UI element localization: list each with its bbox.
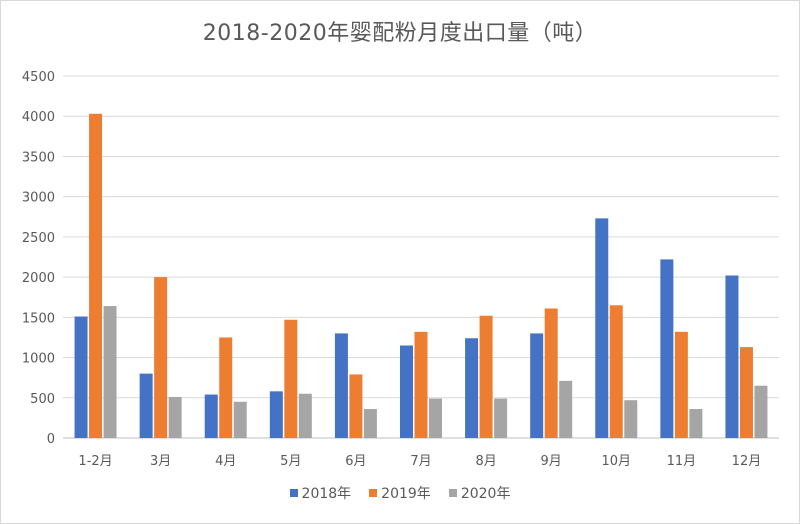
bar-2020年-5月 xyxy=(298,393,312,438)
legend-swatch xyxy=(448,489,457,497)
bar-2020年-3月 xyxy=(168,396,182,438)
x-tick-label: 1-2月 xyxy=(78,454,112,469)
legend-label: 2019年 xyxy=(381,486,431,502)
legend-label: 2018年 xyxy=(301,486,352,502)
bar-2019年-12月 xyxy=(739,347,753,438)
x-tick-label: 6月 xyxy=(345,454,366,469)
y-tick-label: 3000 xyxy=(22,191,55,206)
x-tick-label: 5月 xyxy=(280,454,301,469)
bar-2018年-9月 xyxy=(530,333,544,438)
y-tick-label: 2000 xyxy=(22,271,55,286)
x-tick-label: 8月 xyxy=(475,454,496,469)
bar-2020年-4月 xyxy=(233,401,247,438)
legend-label: 2020年 xyxy=(460,486,511,502)
legend-swatch xyxy=(369,489,378,497)
bar-2018年-10月 xyxy=(595,218,609,438)
bar-2020年-10月 xyxy=(624,400,638,438)
bar-2020年-1-2月 xyxy=(103,306,117,438)
bar-2018年-12月 xyxy=(725,275,739,438)
bar-2018年-6月 xyxy=(334,333,348,438)
bar-2018年-8月 xyxy=(465,338,479,438)
y-tick-label: 1500 xyxy=(22,311,55,326)
y-tick-label: 4500 xyxy=(22,70,55,85)
bar-2019年-9月 xyxy=(544,308,558,438)
legend-item: 2018年 xyxy=(289,483,352,503)
bar-2018年-1-2月 xyxy=(74,316,88,438)
bar-2019年-11月 xyxy=(674,331,688,438)
x-tick-label: 12月 xyxy=(732,454,762,469)
bar-2020年-12月 xyxy=(754,385,768,438)
x-tick-label: 7月 xyxy=(410,454,431,469)
bar-2019年-5月 xyxy=(284,319,298,438)
chart-title: 2018-2020年婴配粉月度出口量（吨） xyxy=(202,21,598,46)
bar-2020年-7月 xyxy=(429,398,442,438)
bar-2018年-7月 xyxy=(400,345,413,438)
bar-2018年-5月 xyxy=(269,391,283,438)
bar-2018年-11月 xyxy=(660,259,674,438)
bar-2019年-10月 xyxy=(609,305,623,438)
x-tick-label: 3月 xyxy=(150,454,171,469)
y-tick-label: 2500 xyxy=(22,231,55,246)
bar-2020年-9月 xyxy=(559,380,573,438)
legend-item: 2020年 xyxy=(448,483,511,503)
y-tick-label: 0 xyxy=(47,432,55,447)
x-tick-label: 11月 xyxy=(667,454,697,469)
x-tick-label: 10月 xyxy=(601,454,631,469)
bar-2019年-4月 xyxy=(219,337,233,438)
bar-2019年-6月 xyxy=(349,374,363,438)
bar-2019年-7月 xyxy=(414,331,428,438)
y-tick-label: 4000 xyxy=(22,110,55,125)
y-tick-label: 500 xyxy=(30,392,55,407)
bar-2020年-6月 xyxy=(363,409,377,438)
bar-2019年-1-2月 xyxy=(89,113,103,438)
bar-2019年-3月 xyxy=(154,277,168,438)
x-tick-label: 4月 xyxy=(215,454,236,469)
y-tick-label: 3500 xyxy=(22,150,55,165)
chart-legend: 2018年 2019年 2020年 xyxy=(1,483,799,503)
bar-2019年-8月 xyxy=(479,315,493,438)
y-tick-label: 1000 xyxy=(22,352,55,367)
bar-2018年-3月 xyxy=(139,373,153,438)
bar-2020年-8月 xyxy=(494,398,508,438)
legend-swatch xyxy=(289,489,298,497)
x-tick-label: 9月 xyxy=(541,454,562,469)
bar-2018年-4月 xyxy=(204,394,218,438)
legend-item: 2019年 xyxy=(369,483,431,503)
bar-2020年-11月 xyxy=(689,409,703,438)
